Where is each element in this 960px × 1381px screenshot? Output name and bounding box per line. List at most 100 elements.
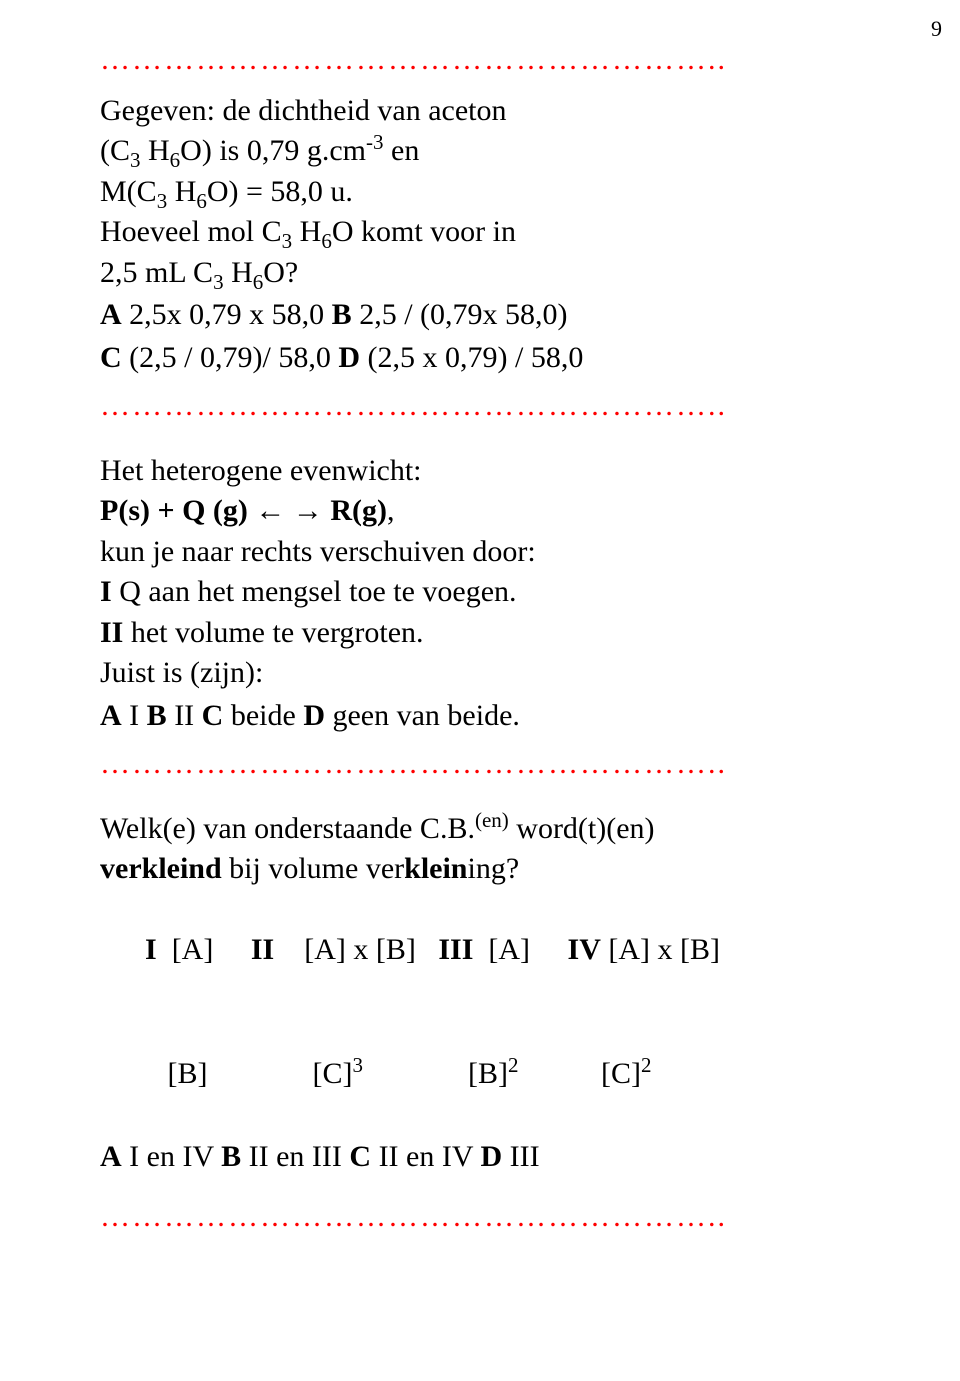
text: [B] (363, 1057, 508, 1090)
label-ii: II (251, 933, 274, 966)
text: ing? (468, 852, 520, 885)
label-a: A (100, 1140, 122, 1173)
label-d: D (303, 699, 325, 732)
page-number: 9 (931, 14, 942, 44)
page: 9 ………………………………………………….. Gegeven: de dich… (0, 0, 960, 1381)
label-ii: II (100, 616, 123, 649)
label-c: C (202, 699, 224, 732)
text (285, 494, 293, 527)
text: 2,5 mL C (100, 256, 213, 289)
subscript: 6 (170, 148, 181, 172)
q1-line3: M(C3 H6O) = 58,0 u. (100, 172, 880, 213)
superscript: -3 (366, 130, 384, 154)
q1-line2: (C3 H6O) is 0,79 g.cm-3 en (100, 131, 880, 172)
question-2: Het heterogene evenwicht: P(s) + Q (g) ←… (100, 451, 880, 737)
text: bij volume ver (222, 852, 404, 885)
q3-line2: verkleind bij volume verkleining? (100, 849, 880, 890)
divider-dots-4: ………………………………………………….. (100, 1197, 880, 1238)
q2-answers: A I B II C beide D geen van beide. (100, 696, 880, 737)
text: 2,5x 0,79 x 58,0 (122, 298, 332, 331)
text: 2,5 / (0,79x 58,0) (352, 298, 568, 331)
text: P(s) + Q (g) (100, 494, 255, 527)
text: , (387, 494, 395, 527)
text: [B] [C] (145, 1057, 352, 1090)
superscript: 2 (508, 1053, 519, 1077)
text: het volume te vergroten. (123, 616, 423, 649)
q3-line1: Welk(e) van onderstaande C.B.(en) word(t… (100, 809, 880, 850)
text: [A] (157, 933, 251, 966)
label-b: B (147, 699, 167, 732)
text: (2,5 / 0,79)/ 58,0 (122, 341, 339, 374)
text: [A] (473, 933, 567, 966)
text: Welk(e) van onderstaande C.B. (100, 812, 475, 845)
right-arrow-icon: → (293, 494, 323, 527)
q1-answers-row1: A 2,5x 0,79 x 58,0 B 2,5 / (0,79x 58,0) (100, 295, 880, 336)
q2-line4: I Q aan het mengsel toe te voegen. (100, 572, 880, 613)
subscript: 3 (157, 189, 168, 213)
text: beide (223, 699, 303, 732)
q3-row-denoms: [B] [C]3 [B]2 [C]2 (100, 1013, 880, 1135)
label-c: C (349, 1140, 371, 1173)
text: II en IV (371, 1140, 480, 1173)
text: I en IV (122, 1140, 221, 1173)
question-3: Welk(e) van onderstaande C.B.(en) word(t… (100, 809, 880, 1178)
subscript: 3 (213, 270, 224, 294)
label-d: D (480, 1140, 502, 1173)
left-arrow-icon: ← (255, 494, 285, 527)
text: M(C (100, 175, 157, 208)
text: H (224, 256, 253, 289)
text: O) is 0,79 g.cm (180, 134, 366, 167)
text: R(g) (323, 494, 387, 527)
text: (C (100, 134, 130, 167)
label-i: I (100, 575, 112, 608)
question-1: Gegeven: de dichtheid van aceton (C3 H6O… (100, 91, 880, 379)
text: H (167, 175, 196, 208)
superscript: 3 (352, 1053, 363, 1077)
label-c: C (100, 341, 122, 374)
label-b: B (221, 1140, 241, 1173)
label-b: B (332, 298, 352, 331)
text: II (167, 699, 202, 732)
label-a: A (100, 699, 122, 732)
subscript: 3 (130, 148, 141, 172)
text: I (122, 699, 147, 732)
q1-line4: Hoeveel mol C3 H6O komt voor in (100, 212, 880, 253)
q2-line2: P(s) + Q (g) ← → R(g), (100, 491, 880, 532)
text: (2,5 x 0,79) / 58,0 (360, 341, 583, 374)
superscript: (en) (475, 808, 509, 832)
spacer (100, 795, 880, 809)
spacer (100, 1185, 880, 1191)
text: [A] x [B] (601, 933, 720, 966)
q3-row-headers: I [A] II [A] x [B] III [A] IV [A] x [B] (100, 890, 880, 1012)
text: H (292, 215, 321, 248)
text: geen van beide. (325, 699, 520, 732)
divider-dots-3: ………………………………………………….. (100, 744, 880, 785)
text: klein (404, 852, 467, 885)
label-iv: IV (568, 933, 601, 966)
divider-dots-2: ………………………………………………….. (100, 386, 880, 427)
text: [A] x [B] (274, 933, 438, 966)
text: word(t)(en) (509, 812, 655, 845)
subscript: 6 (196, 189, 207, 213)
text: Q aan het mengsel toe te voegen. (112, 575, 517, 608)
q1-answers-row2: C (2,5 / 0,79)/ 58,0 D (2,5 x 0,79) / 58… (100, 338, 880, 379)
text: Hoeveel mol C (100, 215, 282, 248)
text: II en III (241, 1140, 349, 1173)
q2-line3: kun je naar rechts verschuiven door: (100, 532, 880, 573)
label-d: D (338, 341, 360, 374)
q2-line5: II het volume te vergroten. (100, 613, 880, 654)
q1-line1: Gegeven: de dichtheid van aceton (100, 91, 880, 132)
subscript: 3 (282, 229, 293, 253)
text: en (384, 134, 420, 167)
subscript: 6 (321, 229, 332, 253)
text: O) = 58,0 u. (207, 175, 353, 208)
superscript: 2 (641, 1053, 652, 1077)
text: O? (263, 256, 298, 289)
q3-answers: A I en IV B II en III C II en IV D III (100, 1137, 880, 1178)
text: [C] (518, 1057, 641, 1090)
text: O komt voor in (332, 215, 516, 248)
label-a: A (100, 298, 122, 331)
subscript: 6 (253, 270, 264, 294)
q2-line1: Het heterogene evenwicht: (100, 451, 880, 492)
text: III (502, 1140, 539, 1173)
